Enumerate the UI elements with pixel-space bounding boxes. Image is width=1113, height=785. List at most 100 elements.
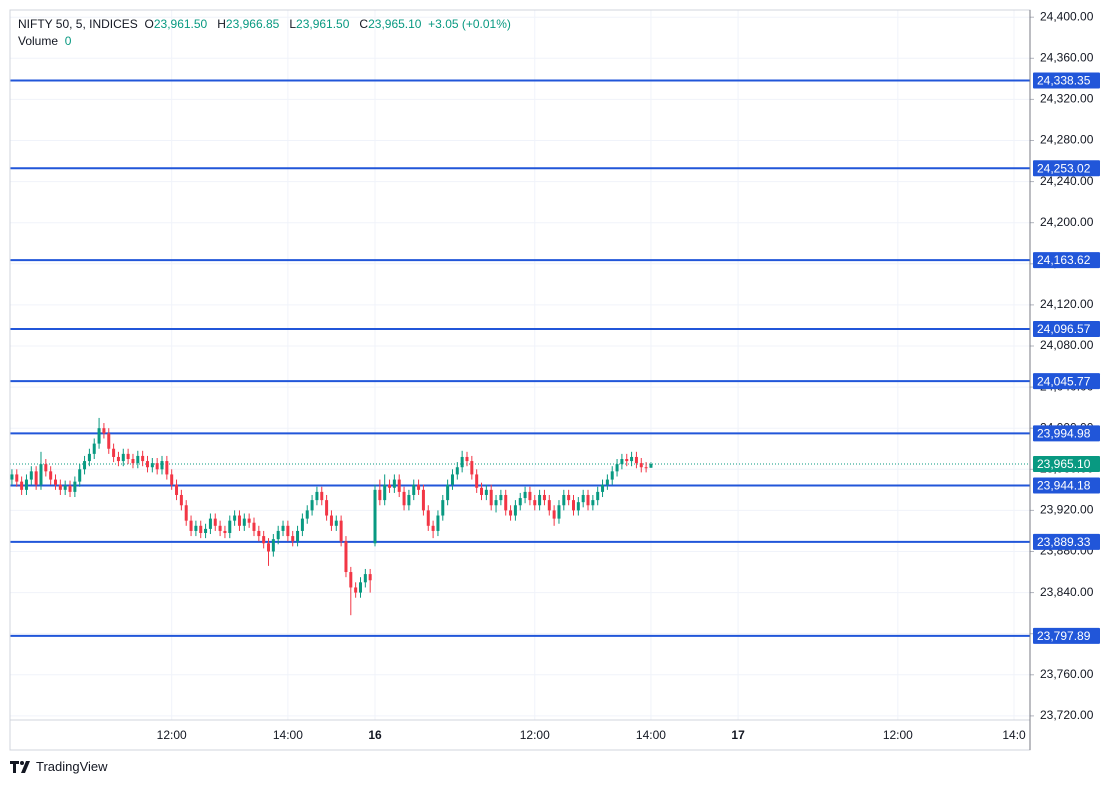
level-label-box [1033,252,1100,269]
candle-body [155,463,159,470]
candle-body [407,494,411,506]
candle-body [610,471,614,480]
candle-body [54,479,58,485]
candle-body [179,494,183,506]
x-tick-label: 14:00 [636,728,666,742]
y-tick-label: 24,320.00 [1040,92,1094,106]
y-tick-label: 24,080.00 [1040,338,1094,352]
candle-body [102,428,106,434]
low-label: L [289,17,297,31]
candle-body [329,515,333,526]
candle-body [421,489,425,511]
candle-body [373,489,377,544]
x-tick-label: 12:00 [520,728,550,742]
x-tick-label: 17 [731,728,745,742]
candles [10,417,653,616]
candle-body [504,494,508,511]
candle-body [10,474,14,480]
y-tick-label: 24,360.00 [1040,50,1094,64]
candle-body [484,489,488,495]
candle-body [402,491,406,506]
candle-body [518,498,522,506]
candle-body [281,525,285,531]
y-tick-label: 24,280.00 [1040,133,1094,147]
candle-body [513,505,517,516]
x-tick-label: 12:00 [883,728,913,742]
candle-body [83,461,87,470]
close-label: C [359,17,369,31]
candle-body [107,433,111,449]
candle-body [78,469,82,482]
candle-body [334,520,338,526]
candle-body [233,515,237,521]
level-label: 24,045.77 [1037,374,1091,388]
candle-body [73,481,77,492]
candle-body [247,518,251,523]
candle-body [325,500,329,516]
candle-body [344,541,348,573]
candle-body [455,467,459,475]
candle-body [571,500,575,511]
candle-body [480,487,484,495]
level-label: 24,163.62 [1037,253,1091,267]
candle-body [208,518,212,529]
candle-body [446,484,450,501]
candle-body [349,572,353,588]
candle-body [358,582,362,593]
candle-body [87,453,91,462]
candle-body [257,530,261,537]
brand-name: TradingView [36,759,108,774]
candle-body [436,515,440,531]
candle-body [63,485,67,490]
ohlc-row: NIFTY 50, 5, INDICES O23,961.50 H23,966.… [18,16,511,33]
candle-body [184,505,188,521]
plot-frame [9,9,1031,751]
candle-body [470,461,474,475]
candle-body [24,479,28,490]
candle-body [199,525,203,533]
candle-body [126,453,130,460]
candle-body [494,500,498,506]
levels [10,79,1030,637]
candle-body [276,530,280,540]
legend: NIFTY 50, 5, INDICES O23,961.50 H23,966.… [18,16,511,50]
candle-body [562,494,566,506]
candle-body [150,463,154,468]
level-label-box [1033,160,1100,177]
candle-body [121,453,125,462]
candle-body [591,500,595,506]
candle-body [557,505,561,519]
change: +3.05 (+0.01%) [428,17,511,31]
candle-body [615,464,619,472]
candle-body [363,574,367,583]
candle-body [339,520,343,542]
level-label: 23,994.98 [1037,427,1091,441]
y-tick-label: 24,400.00 [1040,9,1094,23]
candle-body [267,543,271,552]
candle-body [538,494,542,506]
candle-body [625,459,629,462]
candle-body [252,522,256,531]
candle-body [388,484,392,488]
last-price-label: 23,965.10 [1037,457,1091,471]
y-tick-label: 23,720.00 [1040,708,1094,722]
candle-body [296,530,300,542]
level-label-box [1033,477,1100,494]
candle-body [378,489,382,501]
high-value: 23,966.85 [225,17,280,31]
candle-body [596,491,600,501]
candle-body [315,491,319,501]
candle-body [634,456,638,464]
candle-body [426,510,430,526]
candle-body [576,502,580,511]
volume-label: Volume [18,34,59,48]
candle-body [533,500,537,506]
candle-body [271,539,275,552]
candle-body [649,464,653,468]
candle-body [262,536,266,544]
candle-body [417,484,421,490]
volume-value: 0 [64,34,72,48]
candle-body [300,518,304,531]
y-tick-label: 23,920.00 [1040,503,1094,517]
brand[interactable]: TradingView [10,759,108,774]
